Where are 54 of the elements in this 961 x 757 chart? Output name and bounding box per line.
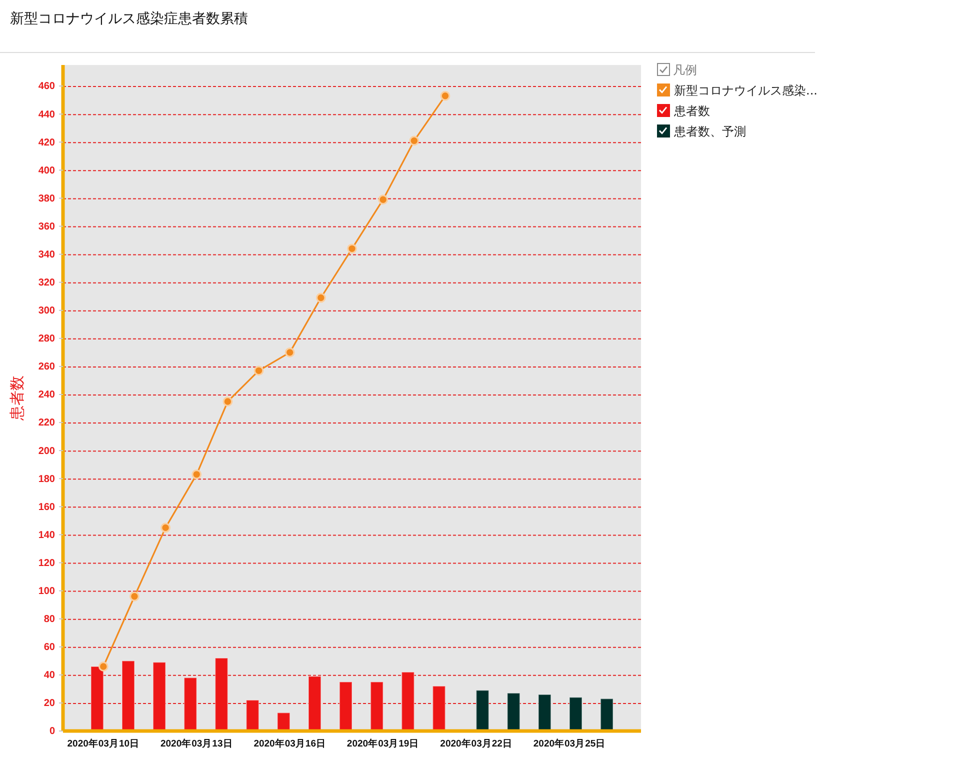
point (284, 347, 295, 358)
bar (600, 698, 614, 732)
y-tick-label: 460 (38, 81, 56, 92)
point (192, 469, 202, 480)
bar (476, 690, 490, 732)
x-tick-label: 2020年03月10日 (67, 738, 140, 750)
legend-label: 新型コロナウイルス感染... (674, 84, 818, 98)
y-tick-label: 220 (38, 418, 56, 429)
point (222, 396, 233, 406)
point (98, 662, 108, 672)
point (378, 194, 388, 205)
y-tick-label: 40 (44, 670, 56, 682)
y-tick-label: 440 (38, 109, 56, 120)
point (316, 292, 326, 303)
legend-label: 患者数 (673, 104, 710, 118)
y-tick-label: 260 (38, 362, 56, 373)
x-tick-label: 2020年03月16日 (254, 738, 326, 750)
bar (569, 696, 582, 732)
x-tick-label: 2020年03月25日 (533, 738, 606, 750)
y-tick-label: 100 (38, 586, 56, 597)
y-tick-label: 180 (38, 474, 56, 485)
y-tick-label: 120 (38, 558, 56, 569)
legend-title: 凡例 (673, 63, 697, 77)
y-tick-label: 80 (44, 614, 56, 626)
y-tick-label: 140 (38, 530, 56, 541)
y-tick-label: 160 (38, 502, 56, 513)
point (254, 366, 264, 376)
y-tick-label: 200 (38, 446, 56, 457)
y-tick-label: 340 (38, 249, 56, 260)
y-tick-label: 400 (38, 165, 56, 176)
point (160, 522, 170, 533)
legend-label: 患者数、予測 (673, 124, 746, 138)
y-tick-label: 380 (38, 193, 56, 204)
y-tick-label: 20 (44, 698, 56, 710)
point (440, 90, 450, 101)
bar (506, 692, 520, 732)
y-tick-label: 240 (38, 390, 56, 401)
chart-title: 新型コロナウイルス感染症患者数累積 (10, 11, 248, 27)
y-tick-label: 360 (38, 221, 56, 232)
bar (276, 712, 290, 732)
y-tick-label: 60 (44, 642, 56, 654)
y-tick-label: 420 (38, 137, 56, 148)
y-tick-label: 280 (38, 334, 56, 345)
point (409, 136, 420, 146)
y-tick-label: 320 (38, 278, 56, 289)
point (347, 244, 357, 254)
bar (538, 694, 552, 732)
x-tick-label: 2020年03月22日 (440, 738, 512, 750)
point (130, 591, 140, 602)
y-tick-label: 0 (49, 726, 56, 738)
y-tick-label: 300 (38, 306, 56, 317)
x-tick-label: 2020年03月19日 (346, 738, 420, 750)
y-axis-title: 患者数 (8, 376, 26, 422)
x-tick-label: 2020年03月13日 (160, 738, 233, 750)
